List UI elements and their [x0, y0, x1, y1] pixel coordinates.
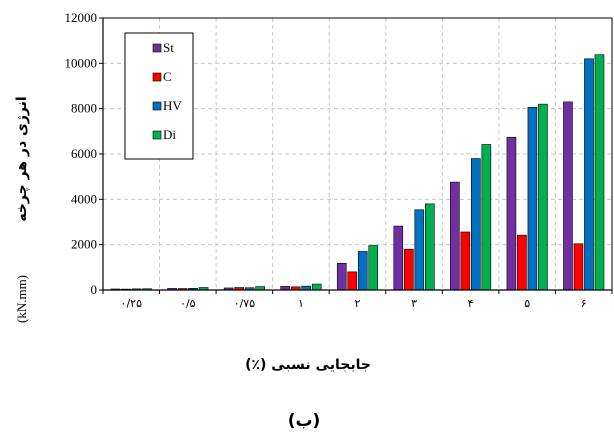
y-tick-label: 2000 — [71, 237, 97, 252]
y-tick-label: 10000 — [65, 55, 98, 70]
legend-label-hv: HV — [163, 98, 182, 113]
legend-swatch-st — [152, 43, 162, 53]
bar-st — [393, 225, 404, 291]
x-tick-label: ۱ — [298, 297, 304, 310]
x-tick-label: ۶ — [581, 297, 587, 310]
bar-st — [336, 262, 347, 291]
x-tick-label: ۳ — [411, 297, 417, 310]
bar-c — [573, 243, 584, 291]
legend-swatch-di — [152, 130, 162, 140]
chart-legend: St C HV Di — [124, 32, 194, 160]
y-tick-label: 8000 — [71, 101, 97, 116]
y-axis-unit: (kN.mm) — [14, 275, 29, 323]
x-tick-labels: ۰/۲۵ ۰/۵ ۰/۷۵ ۱ ۲ ۳ ۴ ۵ ۶ — [121, 297, 587, 310]
chart-axes — [99, 17, 613, 294]
y-axis-unit-group: (kN.mm) — [14, 275, 29, 323]
bar-st — [506, 136, 517, 291]
bar-hv — [584, 58, 594, 291]
bar-c — [347, 271, 358, 291]
bar-c — [460, 231, 471, 291]
bar-di — [481, 144, 492, 291]
bar-di — [538, 103, 548, 291]
y-tick-label: 0 — [91, 282, 98, 297]
legend-label-st: St — [163, 40, 174, 55]
x-tick-label: ۰/۵ — [180, 297, 196, 310]
bar-hv — [471, 158, 481, 291]
figure-caption: (ب) — [288, 411, 321, 431]
y-tick-label: 4000 — [71, 191, 97, 206]
x-tick-label: ۰/۷۵ — [234, 297, 256, 310]
bar-c — [404, 248, 414, 291]
y-tick-label: 6000 — [71, 146, 97, 161]
y-tick-labels: 0 2000 4000 6000 8000 10000 12000 — [65, 10, 98, 297]
bar-st — [450, 181, 460, 291]
bar-di — [594, 54, 605, 291]
x-tick-label: ۰/۲۵ — [121, 297, 143, 310]
bar-di — [311, 283, 322, 291]
bar-st — [563, 101, 573, 291]
y-axis-title: انرژی در هر چرخه — [14, 96, 30, 221]
x-tick-label: ۵ — [524, 297, 530, 310]
x-tick-label: ۴ — [468, 297, 474, 310]
bar-hv — [357, 251, 368, 291]
legend-swatch-hv — [152, 101, 162, 111]
bar-hv — [527, 107, 538, 291]
bar-c — [517, 234, 527, 291]
bar-hv — [414, 209, 425, 291]
chart-bars — [110, 54, 605, 291]
y-tick-label: 12000 — [65, 10, 98, 25]
y-axis-label: انرژی در هر چرخه — [14, 96, 30, 221]
x-axis-label: جابجایی نسبی (٪) — [245, 357, 371, 373]
legend-label-di: Di — [163, 127, 176, 142]
bar-di — [368, 245, 379, 291]
legend-swatch-c — [152, 72, 162, 82]
bar-di — [425, 203, 435, 291]
x-tick-label: ۲ — [355, 297, 361, 310]
legend-label-c: C — [163, 69, 172, 84]
